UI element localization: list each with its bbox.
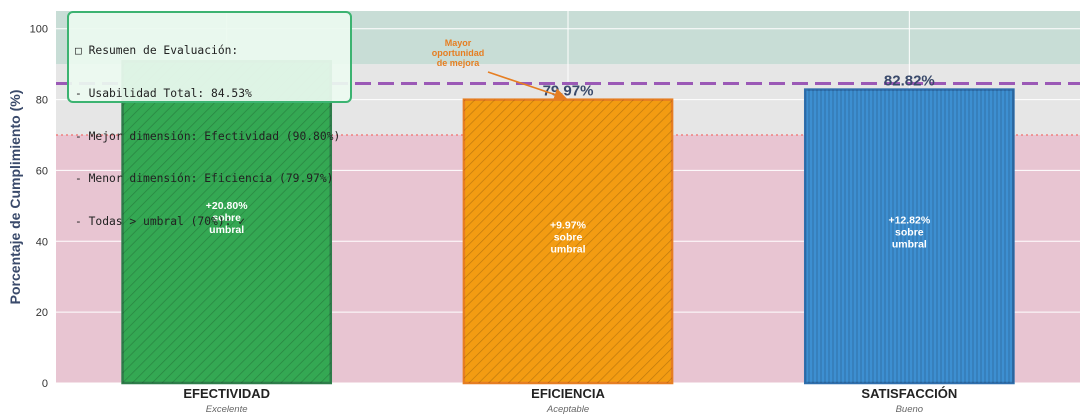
axes: 0 20 40 60 80 100: [30, 24, 48, 390]
category-sublabel: Excelente: [206, 404, 248, 415]
y-tick-label: 100: [30, 24, 48, 36]
labels: +20.80%sobreumbralEFECTIVIDADExcelente79…: [183, 38, 957, 415]
inner-label: +9.97%: [550, 219, 587, 231]
summary-title: □ Resumen de Evaluación:: [75, 44, 239, 58]
bar-hatch: [805, 89, 1014, 384]
y-axis-label: Porcentaje de Cumplimiento (%): [7, 90, 23, 305]
category-sublabel: Aceptable: [546, 404, 589, 415]
y-tick-label: 80: [36, 95, 48, 107]
bar-hatch: [463, 99, 673, 384]
inner-label: sobre: [554, 231, 583, 243]
summary-total-usability: - Usabilidad Total: 84.53%: [75, 87, 252, 101]
inner-label: umbral: [892, 238, 927, 250]
category-label: EFECTIVIDAD: [183, 386, 270, 401]
summary-best-dimension: - Mejor dimensión: Efectividad (90.80%): [75, 129, 341, 143]
inner-label: umbral: [209, 224, 244, 236]
summary-worst-dimension: - Menor dimensión: Eficiencia (79.97%): [75, 172, 334, 186]
bars: [121, 60, 1015, 385]
y-tick-label: 20: [36, 307, 48, 319]
y-tick-label: 0: [42, 378, 48, 390]
inner-label: sobre: [212, 212, 241, 224]
summary-threshold-check: - Todas > umbral (70%): ✓: [75, 214, 246, 228]
annotation-text: oportunidad: [432, 48, 485, 58]
annotation-arrow: [487, 71, 568, 101]
inner-label: sobre: [895, 226, 924, 238]
y-tick-label: 40: [36, 236, 48, 248]
category-label: EFICIENCIA: [531, 386, 605, 401]
category-label: SATISFACCIÓN: [861, 386, 957, 401]
value-label: 79.97%: [543, 83, 594, 100]
summary-box: □ Resumen de Evaluación: - Usabilidad To…: [67, 11, 352, 228]
inner-label: +20.80%: [206, 200, 248, 212]
value-label: 82.82%: [884, 73, 935, 90]
category-sublabel: Bueno: [896, 404, 923, 415]
inner-label: +12.82%: [888, 214, 930, 226]
bar-hatch: [122, 61, 331, 384]
y-tick-label: 60: [36, 165, 48, 177]
annotation-text: Mayor: [445, 38, 472, 48]
annotation-text: de mejora: [437, 58, 481, 68]
inner-label: umbral: [550, 243, 585, 255]
